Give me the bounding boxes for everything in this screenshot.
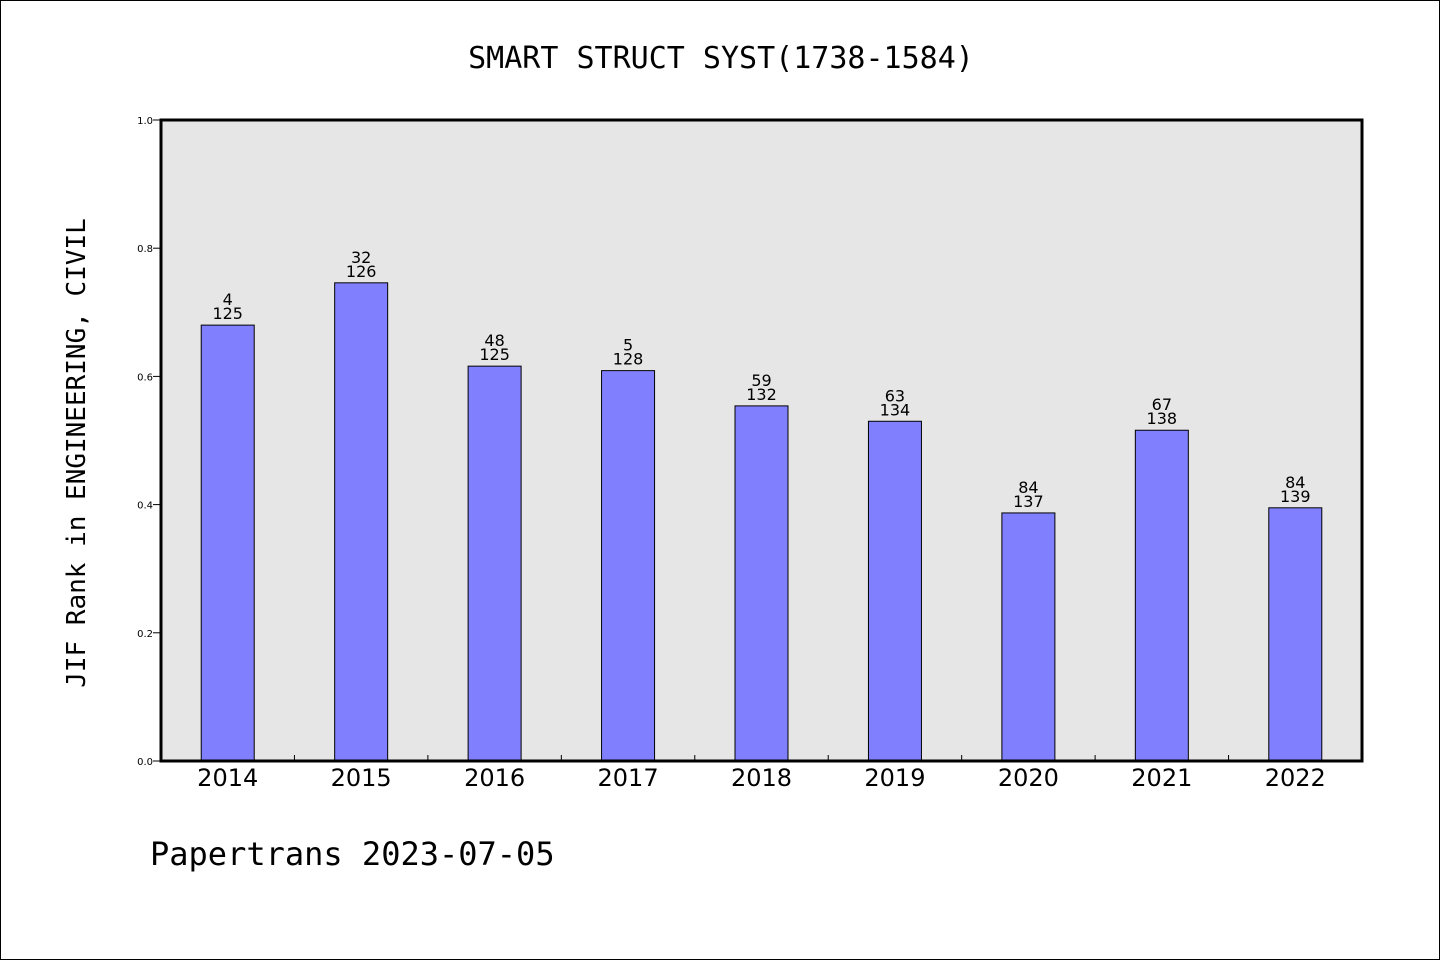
bar-2014 [200, 324, 255, 762]
bar-total-label: 134 [880, 400, 911, 419]
bar-rank-label: 84 [1018, 478, 1038, 497]
bar-2016 [467, 365, 522, 762]
bar-total-label: 137 [1013, 492, 1044, 511]
bar-total-label: 125 [479, 345, 510, 364]
bar-rank-label: 5 [623, 336, 633, 355]
x-axis-tick-labels: 2014 2015 2016 2017 2018 2019 2020 2021 2022 [197, 764, 1326, 792]
bar-rank-label: 63 [885, 386, 905, 405]
x-tick-label: 2016 [464, 764, 525, 792]
y-tick-label: 0.6 [137, 372, 153, 383]
y-tick-label: 0.8 [137, 244, 153, 255]
x-tick-label: 2018 [731, 764, 792, 792]
x-tick-label: 2019 [864, 764, 925, 792]
bar-total-label: 128 [613, 350, 644, 369]
bar-rank-label: 84 [1285, 473, 1305, 492]
bar-2017 [601, 370, 656, 762]
y-tick-label: 0.0 [137, 757, 153, 768]
y-axis-label: JIF Rank in ENGINEERING, CIVIL [62, 218, 92, 688]
y-axis-ticks: 0.0 0.2 0.4 0.6 0.8 1.0 [137, 116, 161, 768]
x-tick-label: 2014 [197, 764, 258, 792]
x-tick-label: 2020 [998, 764, 1059, 792]
bar-2022 [1268, 507, 1323, 762]
bar-rank-label: 67 [1152, 395, 1172, 414]
y-tick-label: 0.2 [137, 629, 153, 640]
bar-series [200, 282, 1323, 762]
bar-2015 [334, 282, 389, 762]
plot-border [159, 118, 1364, 763]
bar-rank-label: 59 [751, 371, 771, 390]
bar-2018 [734, 405, 789, 762]
bar-total-label: 132 [746, 385, 777, 404]
bar-total-label: 126 [346, 262, 377, 281]
y-tick-label: 0.4 [137, 501, 153, 512]
bar-total-label: 138 [1147, 409, 1178, 428]
x-tick-label: 2015 [331, 764, 392, 792]
bar-2019 [867, 420, 922, 762]
y-tick-label: 1.0 [137, 116, 153, 127]
bar-rank-label: 4 [223, 290, 233, 309]
x-tick-label: 2017 [598, 764, 659, 792]
chart-title: SMART STRUCT SYST(1738-1584) [468, 41, 974, 76]
x-tick-label: 2022 [1265, 764, 1326, 792]
bar-total-label: 125 [212, 304, 243, 323]
bar-total-label: 139 [1280, 487, 1311, 506]
bar-2020 [1001, 512, 1056, 762]
bar-rank-label: 32 [351, 248, 371, 267]
x-tick-label: 2021 [1131, 764, 1192, 792]
footer-credit: Papertrans 2023-07-05 [150, 835, 555, 873]
bar-rank-label: 48 [484, 331, 504, 350]
bar-2021 [1134, 429, 1189, 762]
